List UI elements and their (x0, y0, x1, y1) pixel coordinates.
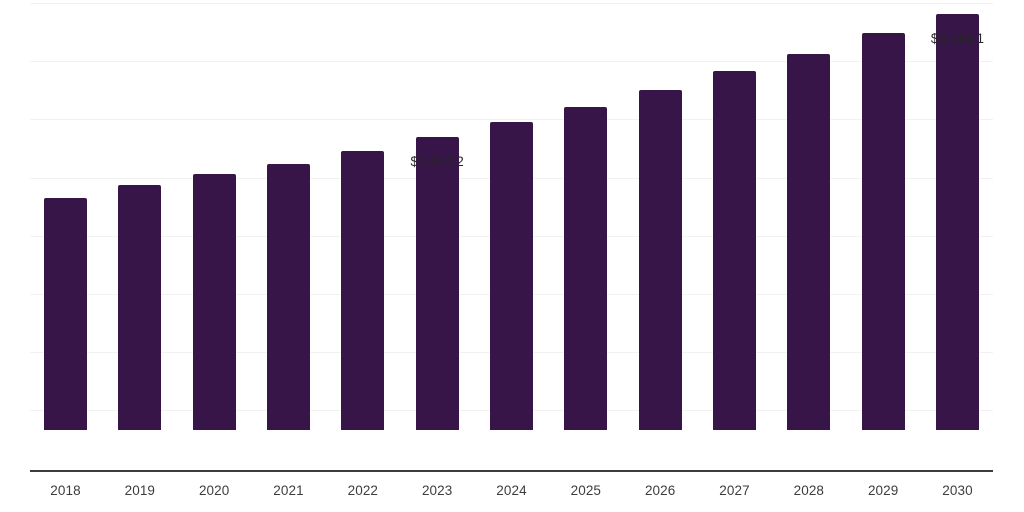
x-tick-2020: 2020 (198, 483, 230, 498)
gridline (30, 119, 993, 120)
x-tick-2021: 2021 (273, 483, 304, 498)
x-tick-2026: 2026 (644, 483, 676, 498)
x-tick-2022: 2022 (347, 483, 379, 498)
gridline (30, 3, 993, 4)
x-tick-2019: 2019 (124, 483, 156, 498)
bar-2028[interactable] (787, 53, 831, 430)
x-tick-2018: 2018 (50, 483, 81, 498)
x-tick-2025: 2025 (570, 483, 602, 498)
bar-2029[interactable] (861, 32, 905, 430)
bar-value-label-2030: $3,544.1 (930, 31, 985, 46)
bars-layer: $2,494.2 $3,544.1 (44, 14, 985, 430)
bar-2019[interactable] (118, 184, 162, 430)
x-tick-2028: 2028 (793, 483, 825, 498)
bar-2021[interactable] (267, 163, 310, 430)
gridline (30, 61, 993, 62)
x-axis-tick-labels: 2018 2019 2020 2021 2022 2023 2024 2025 2026 2027… (0, 483, 1024, 512)
bar-2025[interactable] (564, 106, 608, 430)
bar-2030[interactable] (936, 14, 979, 430)
x-axis-line (30, 470, 993, 472)
bar-2018[interactable] (44, 197, 87, 430)
bar-2026[interactable] (638, 89, 682, 430)
x-tick-2029: 2029 (867, 483, 899, 498)
x-tick-2024: 2024 (496, 483, 527, 498)
x-tick-2030: 2030 (942, 483, 973, 498)
bar-2027[interactable] (713, 70, 756, 430)
x-tick-2023: 2023 (421, 483, 453, 498)
bar-2023[interactable] (415, 137, 459, 430)
x-tick-2027: 2027 (719, 483, 750, 498)
bar-2024[interactable] (490, 122, 533, 430)
bar-2022[interactable] (341, 151, 385, 430)
bar-value-label-2023: $2,494.2 (410, 154, 464, 170)
bar-2020[interactable] (192, 173, 236, 430)
